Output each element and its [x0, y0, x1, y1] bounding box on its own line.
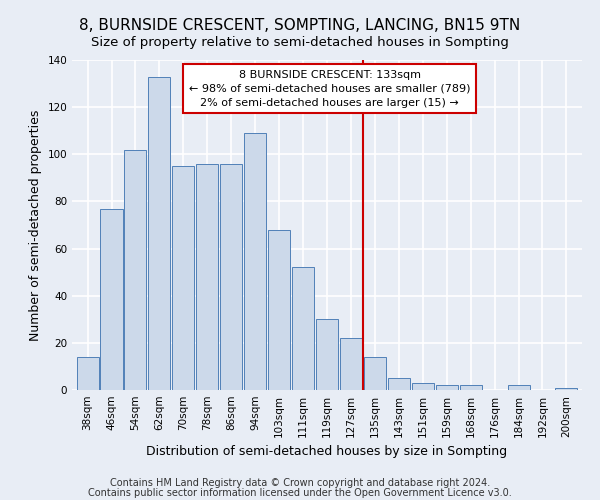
- Text: Contains public sector information licensed under the Open Government Licence v3: Contains public sector information licen…: [88, 488, 512, 498]
- Text: Size of property relative to semi-detached houses in Sompting: Size of property relative to semi-detach…: [91, 36, 509, 49]
- Text: 8, BURNSIDE CRESCENT, SOMPTING, LANCING, BN15 9TN: 8, BURNSIDE CRESCENT, SOMPTING, LANCING,…: [79, 18, 521, 32]
- Bar: [436, 386, 458, 390]
- Bar: [316, 320, 338, 390]
- Bar: [388, 378, 410, 390]
- Bar: [77, 357, 98, 390]
- Bar: [124, 150, 146, 390]
- Bar: [268, 230, 290, 390]
- X-axis label: Distribution of semi-detached houses by size in Sompting: Distribution of semi-detached houses by …: [146, 446, 508, 458]
- Y-axis label: Number of semi-detached properties: Number of semi-detached properties: [29, 110, 42, 340]
- Bar: [100, 208, 122, 390]
- Text: 8 BURNSIDE CRESCENT: 133sqm
← 98% of semi-detached houses are smaller (789)
2% o: 8 BURNSIDE CRESCENT: 133sqm ← 98% of sem…: [189, 70, 470, 108]
- Bar: [508, 386, 530, 390]
- Bar: [292, 268, 314, 390]
- Bar: [460, 386, 482, 390]
- Bar: [172, 166, 194, 390]
- Bar: [412, 383, 434, 390]
- Text: Contains HM Land Registry data © Crown copyright and database right 2024.: Contains HM Land Registry data © Crown c…: [110, 478, 490, 488]
- Bar: [196, 164, 218, 390]
- Bar: [244, 133, 266, 390]
- Bar: [148, 76, 170, 390]
- Bar: [340, 338, 362, 390]
- Bar: [364, 357, 386, 390]
- Bar: [220, 164, 242, 390]
- Bar: [556, 388, 577, 390]
